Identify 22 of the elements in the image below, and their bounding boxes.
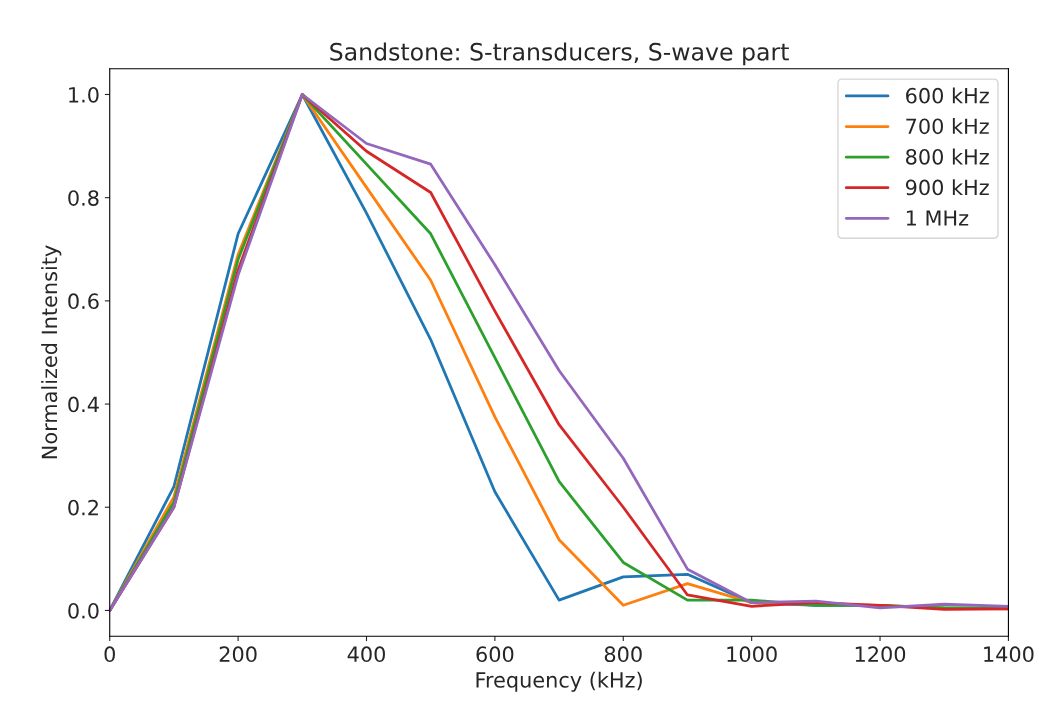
legend-label: 900 kHz: [905, 179, 989, 196]
legend-label: 600 kHz: [906, 87, 989, 104]
x-tick-label: 400: [347, 646, 385, 663]
y-tick-label: 0.4: [68, 396, 99, 413]
chart-title: Sandstone: S-transducers, S-wave part: [330, 42, 789, 66]
y-tick-label: 0.6: [68, 293, 99, 310]
x-tick-label: 0: [104, 646, 115, 663]
x-tick-label: 200: [219, 646, 257, 663]
x-tick-label: 800: [604, 646, 642, 663]
legend-label: 1 MHz: [906, 210, 969, 226]
x-tick-label: 600: [476, 646, 514, 663]
legend-label: 700 kHz: [906, 118, 989, 135]
x-tick-label: 1200: [855, 646, 906, 663]
y-tick-label: 1.0: [69, 86, 99, 103]
y-tick-label: 0.0: [68, 602, 99, 619]
legend-label: 800 kHz: [906, 148, 989, 165]
y-axis-title: Normalized Intensity: [41, 245, 62, 459]
x-tick-label: 1400: [984, 646, 1034, 663]
x-tick-label: 1000: [727, 646, 777, 663]
y-tick-label: 0.8: [68, 190, 99, 206]
y-tick-label: 0.2: [68, 499, 98, 516]
x-axis-title: Frequency (kHz): [476, 671, 642, 692]
